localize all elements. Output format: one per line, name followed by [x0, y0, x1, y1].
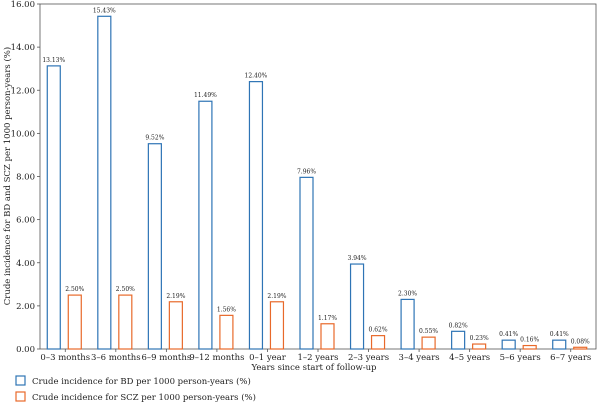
bd-data-label: 0.41%	[499, 331, 518, 338]
scz-bar	[320, 323, 335, 350]
scz-bar	[67, 294, 82, 350]
scz-data-label: 0.55%	[419, 328, 438, 335]
scz-bar	[118, 294, 133, 350]
scz-bar	[421, 336, 436, 350]
scz-bar	[522, 344, 537, 350]
bd-data-label: 7.96%	[297, 168, 316, 175]
x-tick-label: 2–3 years	[348, 353, 389, 363]
x-tick-label: 1–2 years	[297, 353, 338, 363]
bar-series: 13.13% 2.50% 15.43% 2.50% 9.52% 2.19% 11.49% 1.…	[42, 7, 590, 350]
x-tick-label: 9–12 months	[189, 353, 244, 363]
bd-bar	[299, 176, 314, 350]
bd-data-label: 9.52%	[145, 135, 164, 142]
bd-bar	[501, 339, 516, 350]
y-tick-label: 2.00	[16, 302, 35, 312]
scz-bar	[370, 335, 386, 350]
y-tick-label: 16.00	[11, 0, 35, 10]
x-tick-label: 6–9 months	[142, 353, 192, 363]
y-tick-label: 10.00	[11, 129, 35, 139]
scz-data-label: 0.08%	[571, 338, 590, 345]
legend-swatch	[15, 391, 26, 402]
bd-bar	[400, 298, 415, 350]
x-tick-label: 5–6 years	[500, 353, 541, 363]
scz-data-label: 1.56%	[217, 306, 236, 313]
bd-bar	[97, 15, 112, 350]
scz-bar	[573, 346, 588, 350]
x-tick-label: 0–3 months	[40, 353, 90, 363]
scz-data-label: 2.50%	[116, 286, 135, 293]
scz-data-label: 2.50%	[65, 286, 84, 293]
x-tick-label: 6–7 years	[550, 353, 591, 363]
y-tick-label: 6.00	[16, 216, 35, 226]
scz-data-label: 2.19%	[267, 293, 286, 300]
x-tick-label: 3–4 years	[399, 353, 440, 363]
bd-bar	[349, 263, 365, 350]
y-tick-label: 0.00	[16, 345, 35, 355]
bd-bar	[147, 143, 162, 350]
x-tick-label: 0–1 year	[249, 353, 287, 363]
x-tick-label: 4–5 years	[449, 353, 490, 363]
y-tick-label: 12.00	[11, 86, 35, 96]
scz-bar	[269, 301, 285, 350]
y-tick-label: 4.00	[16, 259, 35, 269]
bd-data-label: 13.13%	[42, 57, 65, 64]
y-axis: 0.00 2.00 4.00 6.00 8.00 10.00 12.00 14.00 16.00	[11, 0, 40, 355]
legend-label: Crude incidence for BD per 1000 person-y…	[32, 376, 251, 387]
bd-data-label: 0.82%	[449, 322, 468, 329]
y-tick-label: 14.00	[11, 43, 35, 53]
bd-bar	[198, 100, 213, 350]
x-axis-title: Years since start of follow-up	[250, 363, 377, 373]
y-tick-label: 8.00	[16, 173, 35, 183]
scz-data-label: 0.23%	[470, 335, 489, 342]
bd-data-label: 15.43%	[93, 7, 116, 14]
bd-data-label: 11.49%	[194, 92, 217, 99]
y-axis-title: Crude incidence for BD and SCZ per 1000 …	[2, 47, 13, 305]
bd-data-label: 2.30%	[398, 290, 417, 297]
scz-bar	[168, 301, 183, 350]
bd-bar	[248, 81, 264, 350]
bd-data-label: 12.40%	[245, 73, 268, 80]
legend-swatch	[15, 375, 26, 386]
legend-label: Crude incidence for SCZ per 1000 person-…	[32, 392, 256, 403]
scz-data-label: 2.19%	[166, 293, 185, 300]
scz-bar	[219, 314, 234, 350]
legend: Crude incidence for BD per 1000 person-y…	[15, 375, 256, 403]
scz-data-label: 1.17%	[318, 315, 337, 322]
bd-bar	[552, 339, 567, 350]
bd-bar	[46, 65, 61, 350]
bd-data-label: 3.94%	[348, 255, 367, 262]
bd-data-label: 0.41%	[550, 331, 569, 338]
scz-data-label: 0.16%	[520, 337, 539, 344]
x-tick-label: 3–6 months	[91, 353, 141, 363]
bd-bar	[451, 330, 466, 350]
scz-bar	[472, 343, 487, 350]
scz-data-label: 0.62%	[369, 327, 388, 334]
